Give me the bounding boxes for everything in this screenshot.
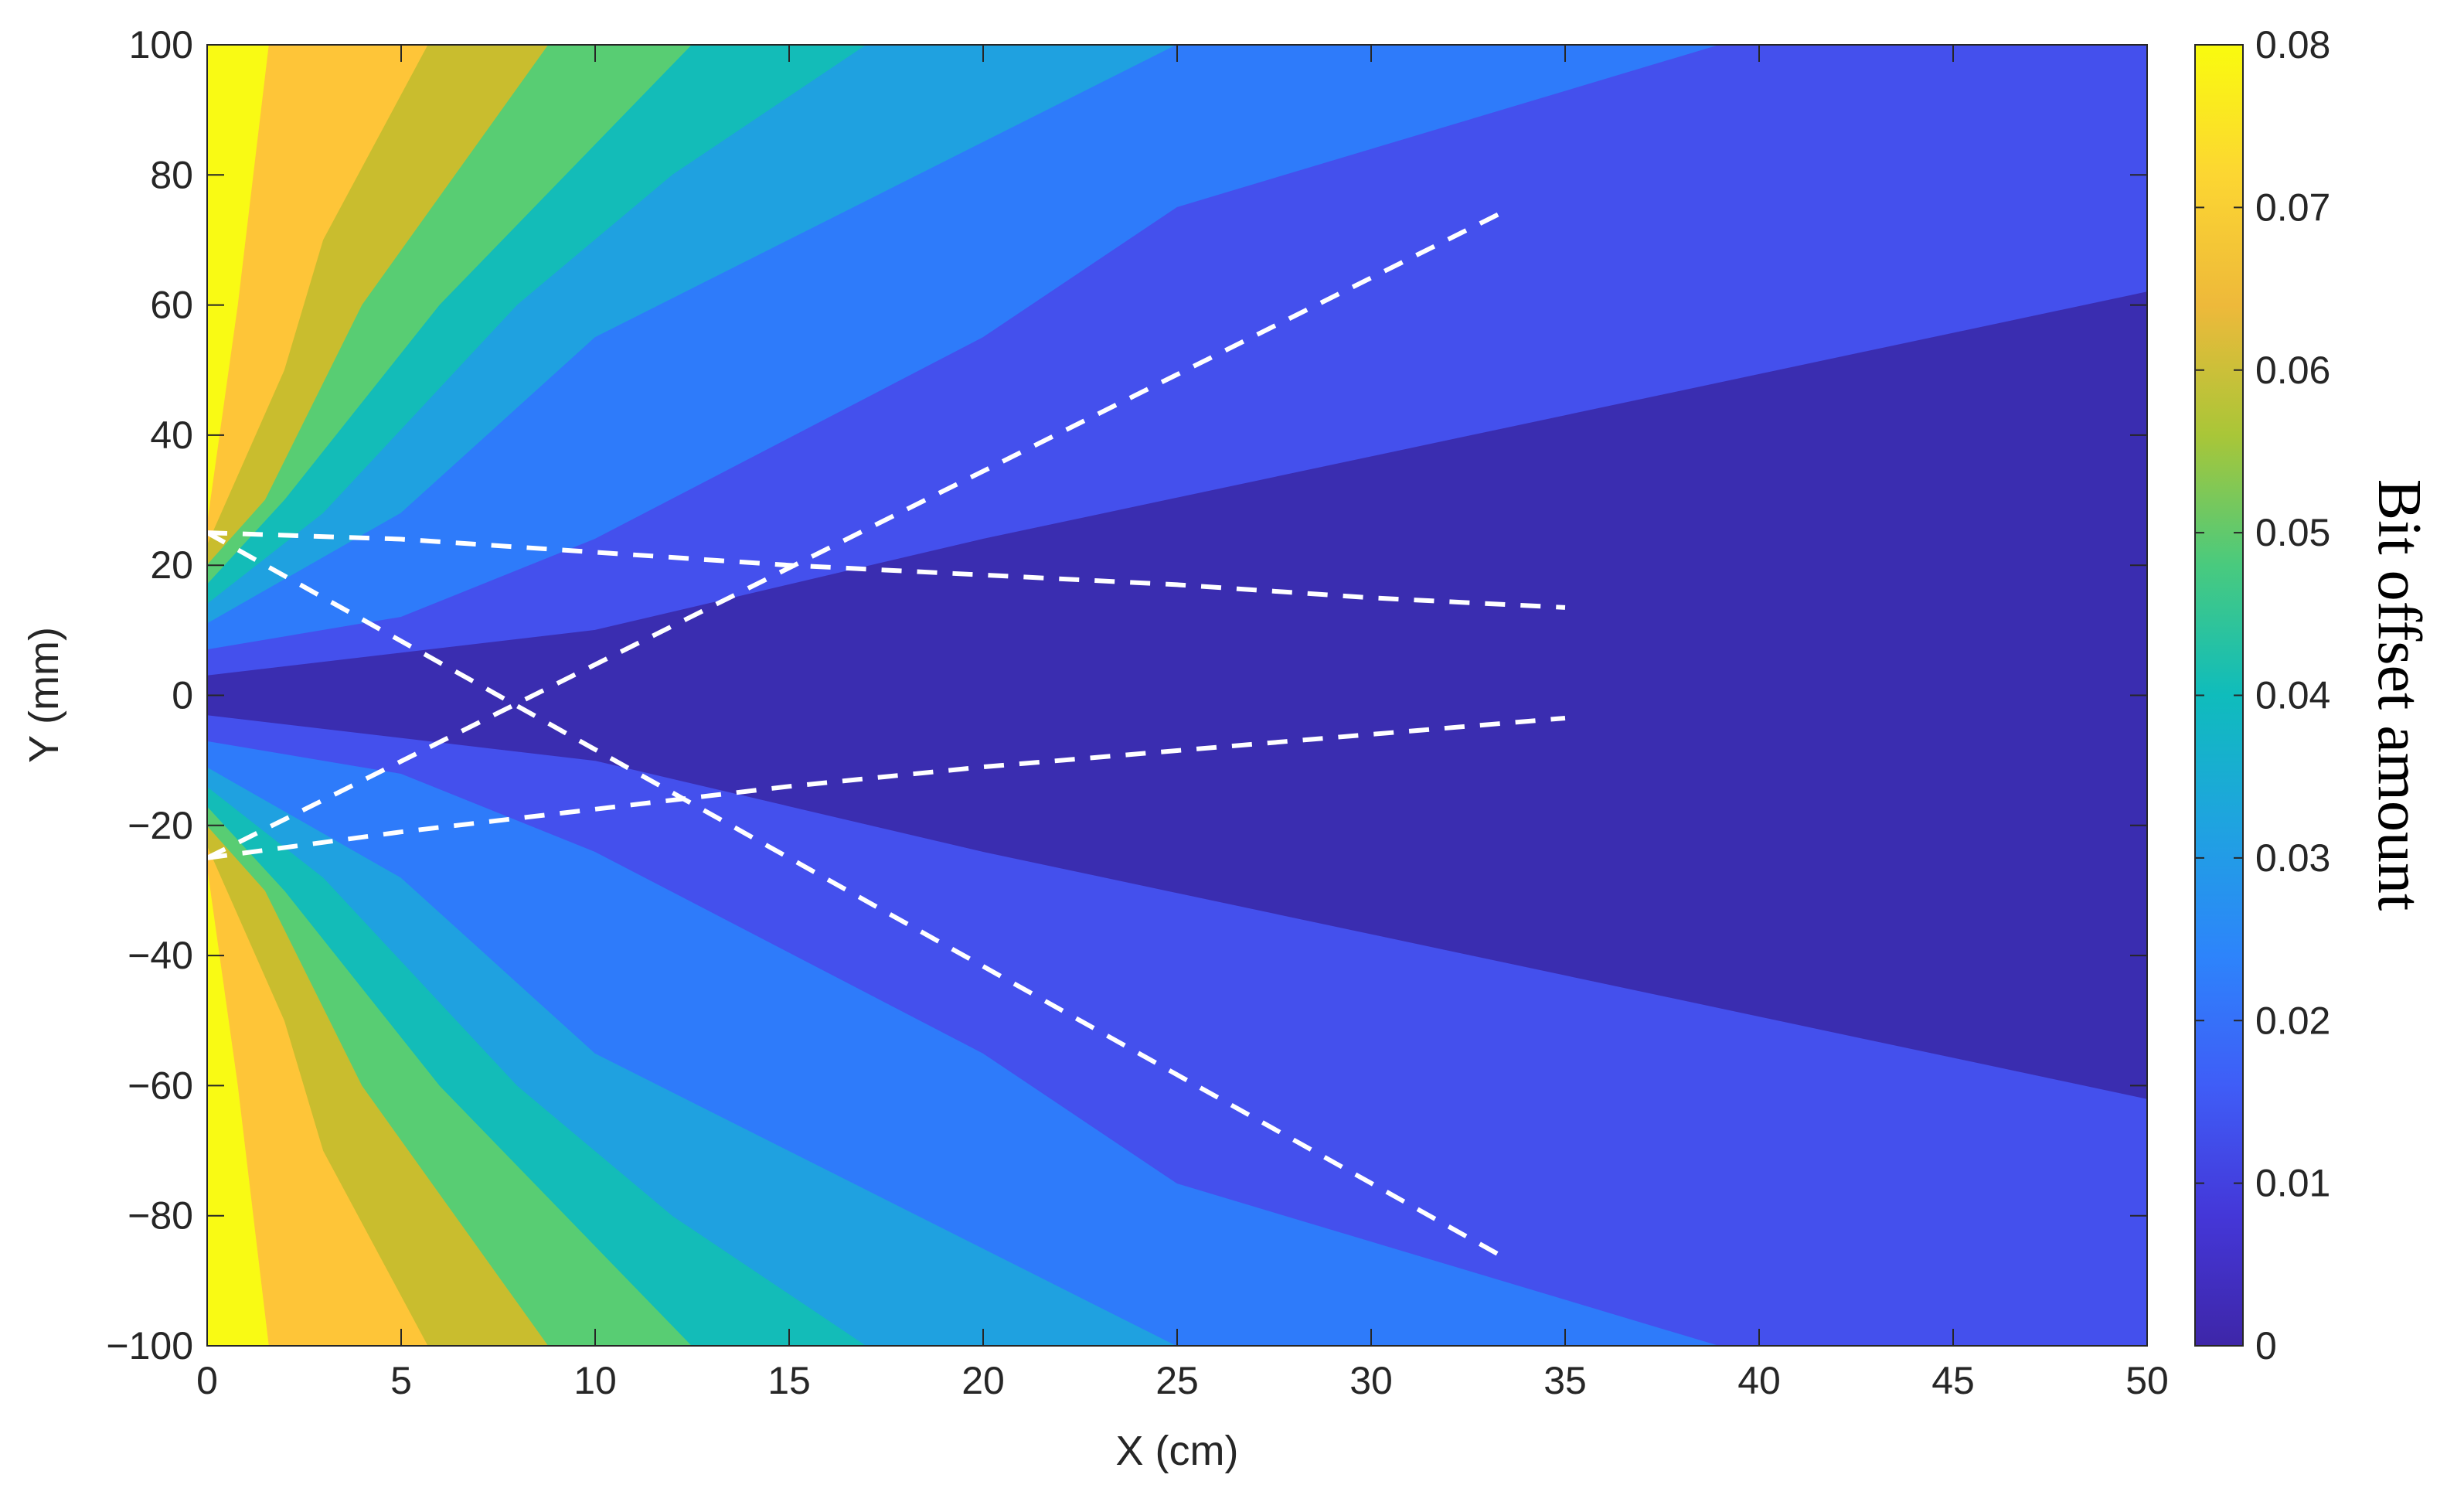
y-tick-label: 0 [172, 674, 193, 717]
y-tick-label: 100 [129, 23, 193, 66]
dashed-lines [207, 212, 1566, 1257]
colorbar-tick-label: 0.02 [2255, 999, 2330, 1042]
x-tick-label: 45 [1931, 1359, 1975, 1402]
colorbar-tick-label: 0.05 [2255, 511, 2330, 554]
x-tick-label: 20 [961, 1359, 1005, 1402]
x-tick-label: 30 [1349, 1359, 1393, 1402]
x-tick-label: 15 [767, 1359, 811, 1402]
colorbar-tick-label: 0 [2255, 1324, 2277, 1367]
y-axis-label: Y (mm) [21, 627, 67, 763]
colorbar: 0.08 0.07 0.06 0.05 0.04 0.03 0.02 0.01 0 [2194, 23, 2330, 1367]
y-tick-label: 60 [150, 284, 193, 327]
contour-bands [207, 45, 2147, 1346]
colorbar-tick-label: 0.01 [2255, 1162, 2330, 1205]
y-tick-label: 20 [150, 543, 193, 587]
y-tick-label: −40 [128, 934, 193, 977]
dashed-line [207, 212, 1501, 860]
y-tick-label: −100 [106, 1324, 193, 1367]
y-tick-label: −20 [128, 804, 193, 847]
plot-area [207, 45, 2147, 1346]
colorbar-label: Bit offset amount [2365, 479, 2433, 911]
colorbar-tick-label: 0.08 [2255, 23, 2330, 66]
y-tick-label: 40 [150, 414, 193, 457]
x-axis-label: X (cm) [1116, 1428, 1239, 1474]
colorbar-tick-label: 0.07 [2255, 186, 2330, 229]
x-tick-label: 50 [2125, 1359, 2169, 1402]
x-tick-label: 5 [390, 1359, 412, 1402]
y-tick-label: 80 [150, 153, 193, 196]
x-tick-label: 0 [196, 1359, 218, 1402]
colorbar-tick-label: 0.06 [2255, 349, 2330, 392]
colorbar-ticks: 0.08 0.07 0.06 0.05 0.04 0.03 0.02 0.01 0 [2195, 23, 2330, 1367]
x-tick-label: 10 [573, 1359, 617, 1402]
x-tick-label: 25 [1155, 1359, 1199, 1402]
x-tick-label: 40 [1737, 1359, 1781, 1402]
x-tick-label: 35 [1543, 1359, 1587, 1402]
y-tick-label: −80 [128, 1194, 193, 1238]
colorbar-tick-label: 0.04 [2255, 674, 2330, 717]
x-axis: 0 5 10 15 20 25 30 35 40 45 50 [196, 45, 2169, 1402]
dashed-line [207, 530, 1566, 610]
dashed-line [207, 716, 1566, 860]
y-axis: 100 80 60 40 20 0 −20 −40 −60 −80 −100 [106, 23, 2147, 1367]
colorbar-tick-label: 0.03 [2255, 836, 2330, 880]
y-tick-label: −60 [128, 1064, 193, 1107]
